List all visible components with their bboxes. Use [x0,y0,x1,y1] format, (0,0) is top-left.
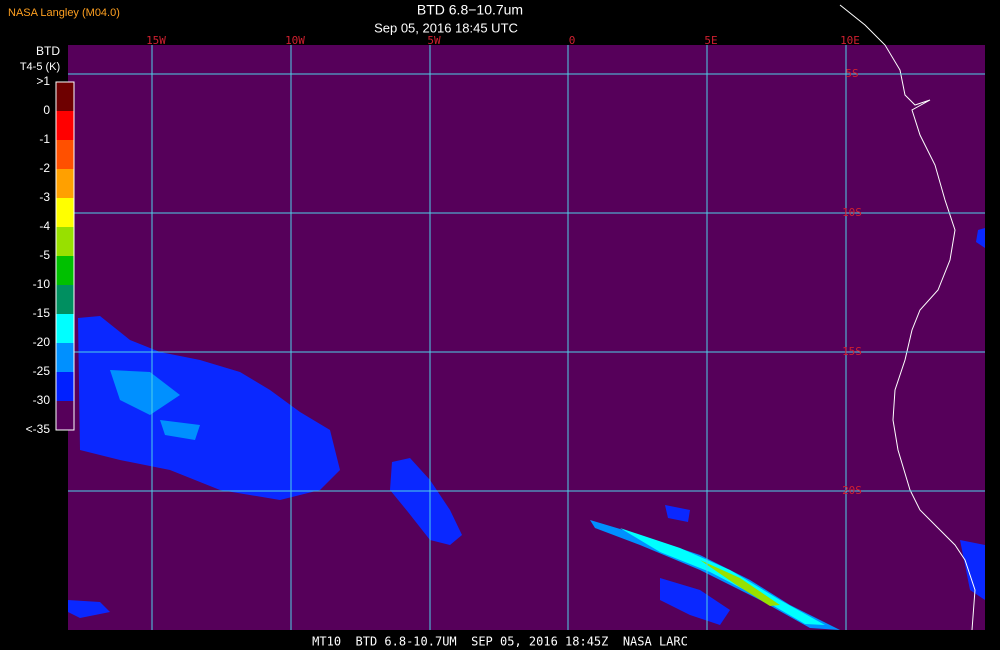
latitude-label: 20S [842,484,862,497]
legend-label: -2 [39,161,50,175]
legend-swatch [56,82,74,111]
legend-label: -4 [39,219,50,233]
legend-label: -25 [33,364,51,378]
legend-swatch [56,401,74,430]
cloud-patch [160,420,200,440]
legend-swatch [56,227,74,256]
legend-label: -1 [39,132,50,146]
latitude-label: 10S [842,206,862,219]
cloud-field [68,228,985,625]
legend-frame [55,81,75,431]
coastline [839,4,976,631]
legend-swatch [56,169,74,198]
longitude-label: 0 [569,34,576,47]
longitude-label: 5W [427,34,441,47]
legend-label: -3 [39,190,50,204]
cloud-area [660,578,730,625]
longitude-label: 5E [704,34,717,47]
longitude-label: 15W [146,34,166,47]
source-label: NASA Langley (M04.0) [8,7,120,19]
cloud-band-core [700,560,780,606]
cloud-patch [110,370,180,415]
latitude-label: 5S [845,67,858,80]
longitude-label: 10E [840,34,860,47]
legend-title: BTD [36,44,60,58]
legend-label: -5 [39,248,50,262]
footer: MT10 BTD 6.8-10.7UM SEP 05, 2016 18:45Z … [312,635,688,649]
cloud-detail [110,370,200,440]
legend-swatch [56,111,74,140]
cloud-area [665,505,690,522]
image-area [68,45,985,630]
graticule [68,45,985,630]
image-subtitle: Sep 05, 2016 18:45 UTC [374,20,518,35]
legend-label: >1 [36,74,50,88]
legend-label: -30 [33,393,51,407]
cloud-area [960,540,985,600]
legend-label: -20 [33,335,51,349]
legend-swatch [56,198,74,227]
image-title: BTD 6.8−10.7um [417,2,523,18]
latitude-label: 15S [842,345,862,358]
longitude-label: 10W [285,34,305,47]
legend-swatch [56,314,74,343]
cloud-area [68,600,110,618]
legend-label: -15 [33,306,51,320]
cloud-area [78,316,340,500]
legend-label: -10 [33,277,51,291]
cloud-band-core [620,528,825,625]
legend-units: T4-5 (K) [20,61,60,73]
legend-swatch [56,372,74,401]
legend-swatch [56,285,74,314]
legend-label: <-35 [26,422,51,436]
legend-swatch [56,140,74,169]
legend-swatch [56,343,74,372]
legend-swatch [56,256,74,285]
legend-label: 0 [43,103,50,117]
cloud-area [390,458,462,545]
cloud-area [976,228,985,248]
